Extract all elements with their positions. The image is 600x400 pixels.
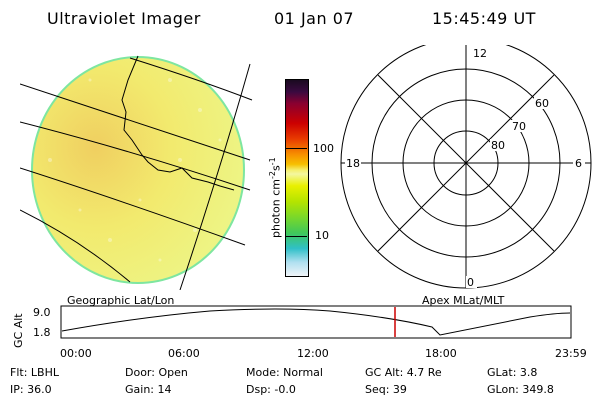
mlt-6-label: 6	[575, 157, 582, 170]
mlt-12-label: 12	[473, 47, 487, 60]
coastline	[121, 55, 235, 191]
geo-latlon-title: Geographic Lat/Lon	[67, 294, 175, 307]
lat-80-label: 80	[491, 139, 505, 152]
altitude-curve	[61, 308, 571, 336]
xtick-0: 00:00	[60, 347, 92, 360]
colorbar-tick-100: 100	[313, 142, 334, 155]
dsp-info: Dsp: -0.0	[246, 383, 296, 396]
color-bar	[285, 79, 309, 277]
lat-70-label: 70	[512, 120, 526, 133]
tick-10-mark	[285, 236, 307, 237]
door-info: Door: Open	[125, 366, 188, 379]
colorbar-tick-10: 10	[315, 229, 329, 242]
glon-info: GLon: 349.8	[487, 383, 554, 396]
glat-info: GLat: 3.8	[487, 366, 538, 379]
strip-ylabel: GC Alt	[12, 313, 25, 348]
xtick-2: 12:00	[297, 347, 329, 360]
gc-alt-info: GC Alt: 4.7 Re	[365, 366, 442, 379]
date-label: 01 Jan 07	[274, 9, 355, 28]
latlon-grid	[20, 57, 253, 290]
xtick-1: 06:00	[168, 347, 200, 360]
apex-mlat-title: Apex MLat/MLT	[422, 294, 505, 307]
earth-disk	[31, 56, 245, 284]
xtick-4: 23:59	[555, 347, 587, 360]
filter-info: Flt: LBHL	[10, 366, 59, 379]
gain-info: Gain: 14	[125, 383, 172, 396]
xtick-3: 18:00	[425, 347, 457, 360]
strip-ymax: 9.0	[33, 306, 51, 319]
mlt-18-label: 18	[346, 157, 360, 170]
strip-ymin: 1.8	[33, 326, 51, 339]
time-label: 15:45:49 UT	[432, 9, 536, 28]
app-title: Ultraviolet Imager	[47, 9, 201, 28]
colorbar-units-label: photon cm-2s-1	[268, 157, 283, 238]
lat-60-label: 60	[535, 97, 549, 110]
polar-plot: 12 18 6 0 60 70 80	[340, 45, 592, 289]
seq-info: Seq: 39	[365, 383, 407, 396]
mode-info: Mode: Normal	[246, 366, 323, 379]
tick-100-mark	[285, 148, 307, 149]
mlt-0-label: 0	[467, 276, 474, 289]
orbit-altitude-plot	[60, 305, 572, 339]
uv-earth-image	[20, 55, 253, 290]
ip-info: IP: 36.0	[10, 383, 52, 396]
